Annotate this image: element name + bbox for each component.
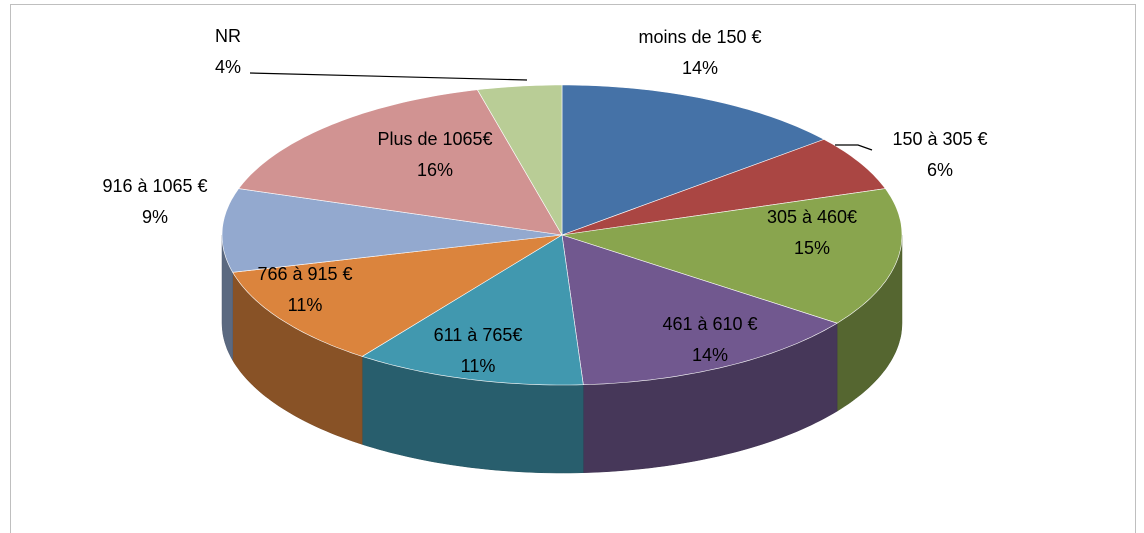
slice-value-label: 14% [692,345,728,365]
slice-label: 461 à 610 € [662,314,757,334]
slice [561,234,838,386]
slice-value-label: 9% [142,207,168,227]
slice [238,89,563,236]
slice-label: 611 à 765€ [434,325,523,345]
slice-label: 305 à 460€ [767,207,857,227]
leader-line [835,144,873,151]
slice-label: 150 à 305 € [892,129,987,149]
slice-label: moins de 150 € [638,27,761,47]
slice [561,84,825,236]
slice-label: 916 à 1065 € [102,176,207,196]
slice-value-label: 4% [215,57,241,77]
slice [561,139,886,236]
chart-frame [10,4,1136,533]
leader-line [249,72,528,81]
slice-value-label: 16% [417,160,453,180]
slice [232,234,563,357]
slice-value-label: 11% [461,356,496,376]
slice-value-label: 11% [288,295,323,315]
slice [361,234,584,386]
slice-label: Plus de 1065€ [377,129,492,149]
slice [561,188,903,324]
slice-label: 766 à 915 € [257,264,352,284]
slice [476,84,563,237]
slice-value-label: 14% [682,58,718,78]
slice-value-label: 6% [927,160,953,180]
slice-label: NR [215,26,241,46]
slice [221,188,563,273]
slice-value-label: 15% [794,238,830,258]
